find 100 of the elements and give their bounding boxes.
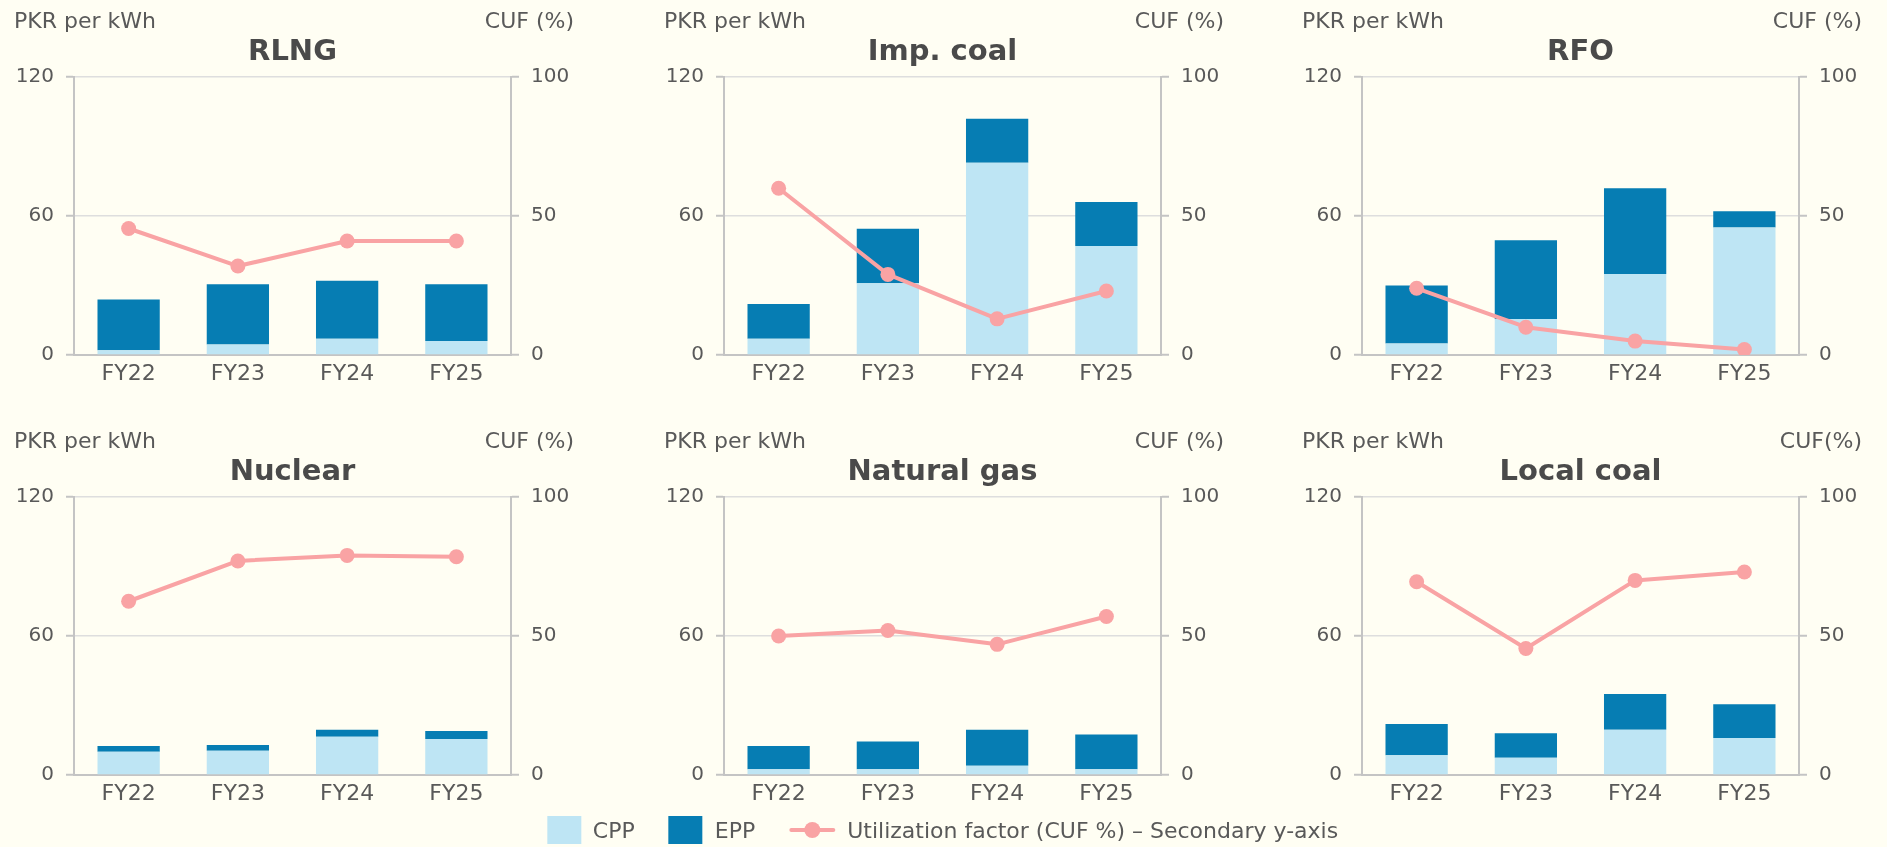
bar [856,741,920,770]
legend-label: Utilization factor (CUF %) – Secondary y-axis [847,817,1339,843]
point [1736,564,1752,580]
y-tick-label: 120 [665,483,704,508]
bar [315,338,379,355]
y2-tick-label: 100 [1181,63,1220,88]
legend-label: CPP [592,817,635,843]
bar [1713,704,1776,738]
bar [97,746,160,752]
y-tick-label: 120 [1303,483,1342,508]
bar [1075,734,1138,770]
bar [315,729,379,737]
bar [1494,733,1558,758]
bar [965,729,1029,766]
y-tick-label: 0 [41,761,54,786]
x-tick-label: FY25 [429,779,484,805]
y-tick-label: 120 [1303,63,1342,88]
bar [1385,343,1448,355]
point [339,547,355,563]
bar [856,283,920,355]
chart-title: Nuclear [228,453,357,487]
x-tick-label: FY24 [320,779,375,805]
bar [206,284,270,345]
y-tick-label: 0 [1329,761,1342,786]
y2-tick-label: 0 [531,761,544,786]
legend-label: EPP [714,817,756,843]
point [1518,641,1534,657]
bar [1603,273,1667,355]
y2-axis-title: CUF(%) [1779,428,1862,453]
y2-tick-label: 0 [1181,341,1194,366]
y2-tick-label: 0 [531,341,544,366]
x-tick-label: FY24 [970,779,1025,805]
x-tick-label: FY22 [751,779,806,805]
x-tick-label: FY22 [101,779,156,805]
bar [1713,227,1776,355]
y2-axis-title: CUF (%) [1134,428,1224,453]
point [771,180,787,196]
y2-axis-title: CUF (%) [1772,8,1862,33]
y-axis-title: PKR per kWh [1302,8,1444,33]
bar [97,751,160,775]
point [1409,280,1425,296]
y2-tick-label: 100 [531,483,570,508]
y2-tick-label: 50 [1181,202,1207,227]
y-tick-label: 0 [41,341,54,366]
x-tick-label: FY25 [1717,359,1772,385]
y-axis-title: PKR per kWh [1302,428,1444,453]
y2-tick-label: 50 [1819,202,1845,227]
x-tick-label: FY25 [429,359,484,385]
x-tick-label: FY25 [1079,359,1134,385]
x-tick-label: FY22 [101,359,156,385]
y2-axis-title: CUF (%) [484,8,574,33]
bar [1603,729,1667,775]
bar [425,739,488,775]
y2-tick-label: 50 [531,622,557,647]
y2-tick-label: 100 [1819,63,1858,88]
x-tick-label: FY23 [1498,779,1553,805]
point [1736,341,1752,355]
point [230,553,246,569]
y-tick-label: 120 [15,483,54,508]
y2-axis-title: CUF (%) [1134,8,1224,33]
y2-axis-title: CUF (%) [484,428,574,453]
bar [206,744,270,751]
y-axis-title: PKR per kWh [14,8,156,33]
y-tick-label: 60 [678,202,704,227]
bar [425,730,488,740]
bar [1075,202,1138,247]
x-tick-label: FY23 [1498,359,1553,385]
y-axis-title: PKR per kWh [664,8,806,33]
point [989,311,1005,327]
y2-tick-label: 50 [1181,622,1207,647]
point [121,593,137,609]
y-tick-label: 120 [665,63,704,88]
chart-title: Local coal [1498,453,1663,487]
y2-tick-label: 50 [531,202,557,227]
y2-tick-label: 100 [1819,483,1858,508]
bar [747,304,810,339]
bar [206,750,270,775]
point [121,221,137,237]
x-tick-label: FY22 [1389,359,1444,385]
x-tick-label: FY22 [1389,779,1444,805]
y-tick-label: 60 [1316,202,1342,227]
bar [1075,769,1138,775]
bar [965,118,1029,163]
point [1627,572,1643,588]
chart-title: Natural gas [846,453,1039,487]
bar [1385,285,1448,344]
x-tick-label: FY23 [860,779,915,805]
bar [1385,724,1448,756]
bar [965,765,1029,775]
x-tick-label: FY23 [210,779,265,805]
y-tick-label: 120 [15,63,54,88]
bar [856,769,920,775]
y2-tick-label: 100 [1181,483,1220,508]
point [1518,319,1534,335]
y-axis-title: PKR per kWh [14,428,156,453]
x-tick-label: FY25 [1717,779,1772,805]
bar [1603,693,1667,730]
y2-tick-label: 0 [1819,761,1832,786]
bar [747,746,810,770]
chart-title: RLNG [247,33,338,67]
